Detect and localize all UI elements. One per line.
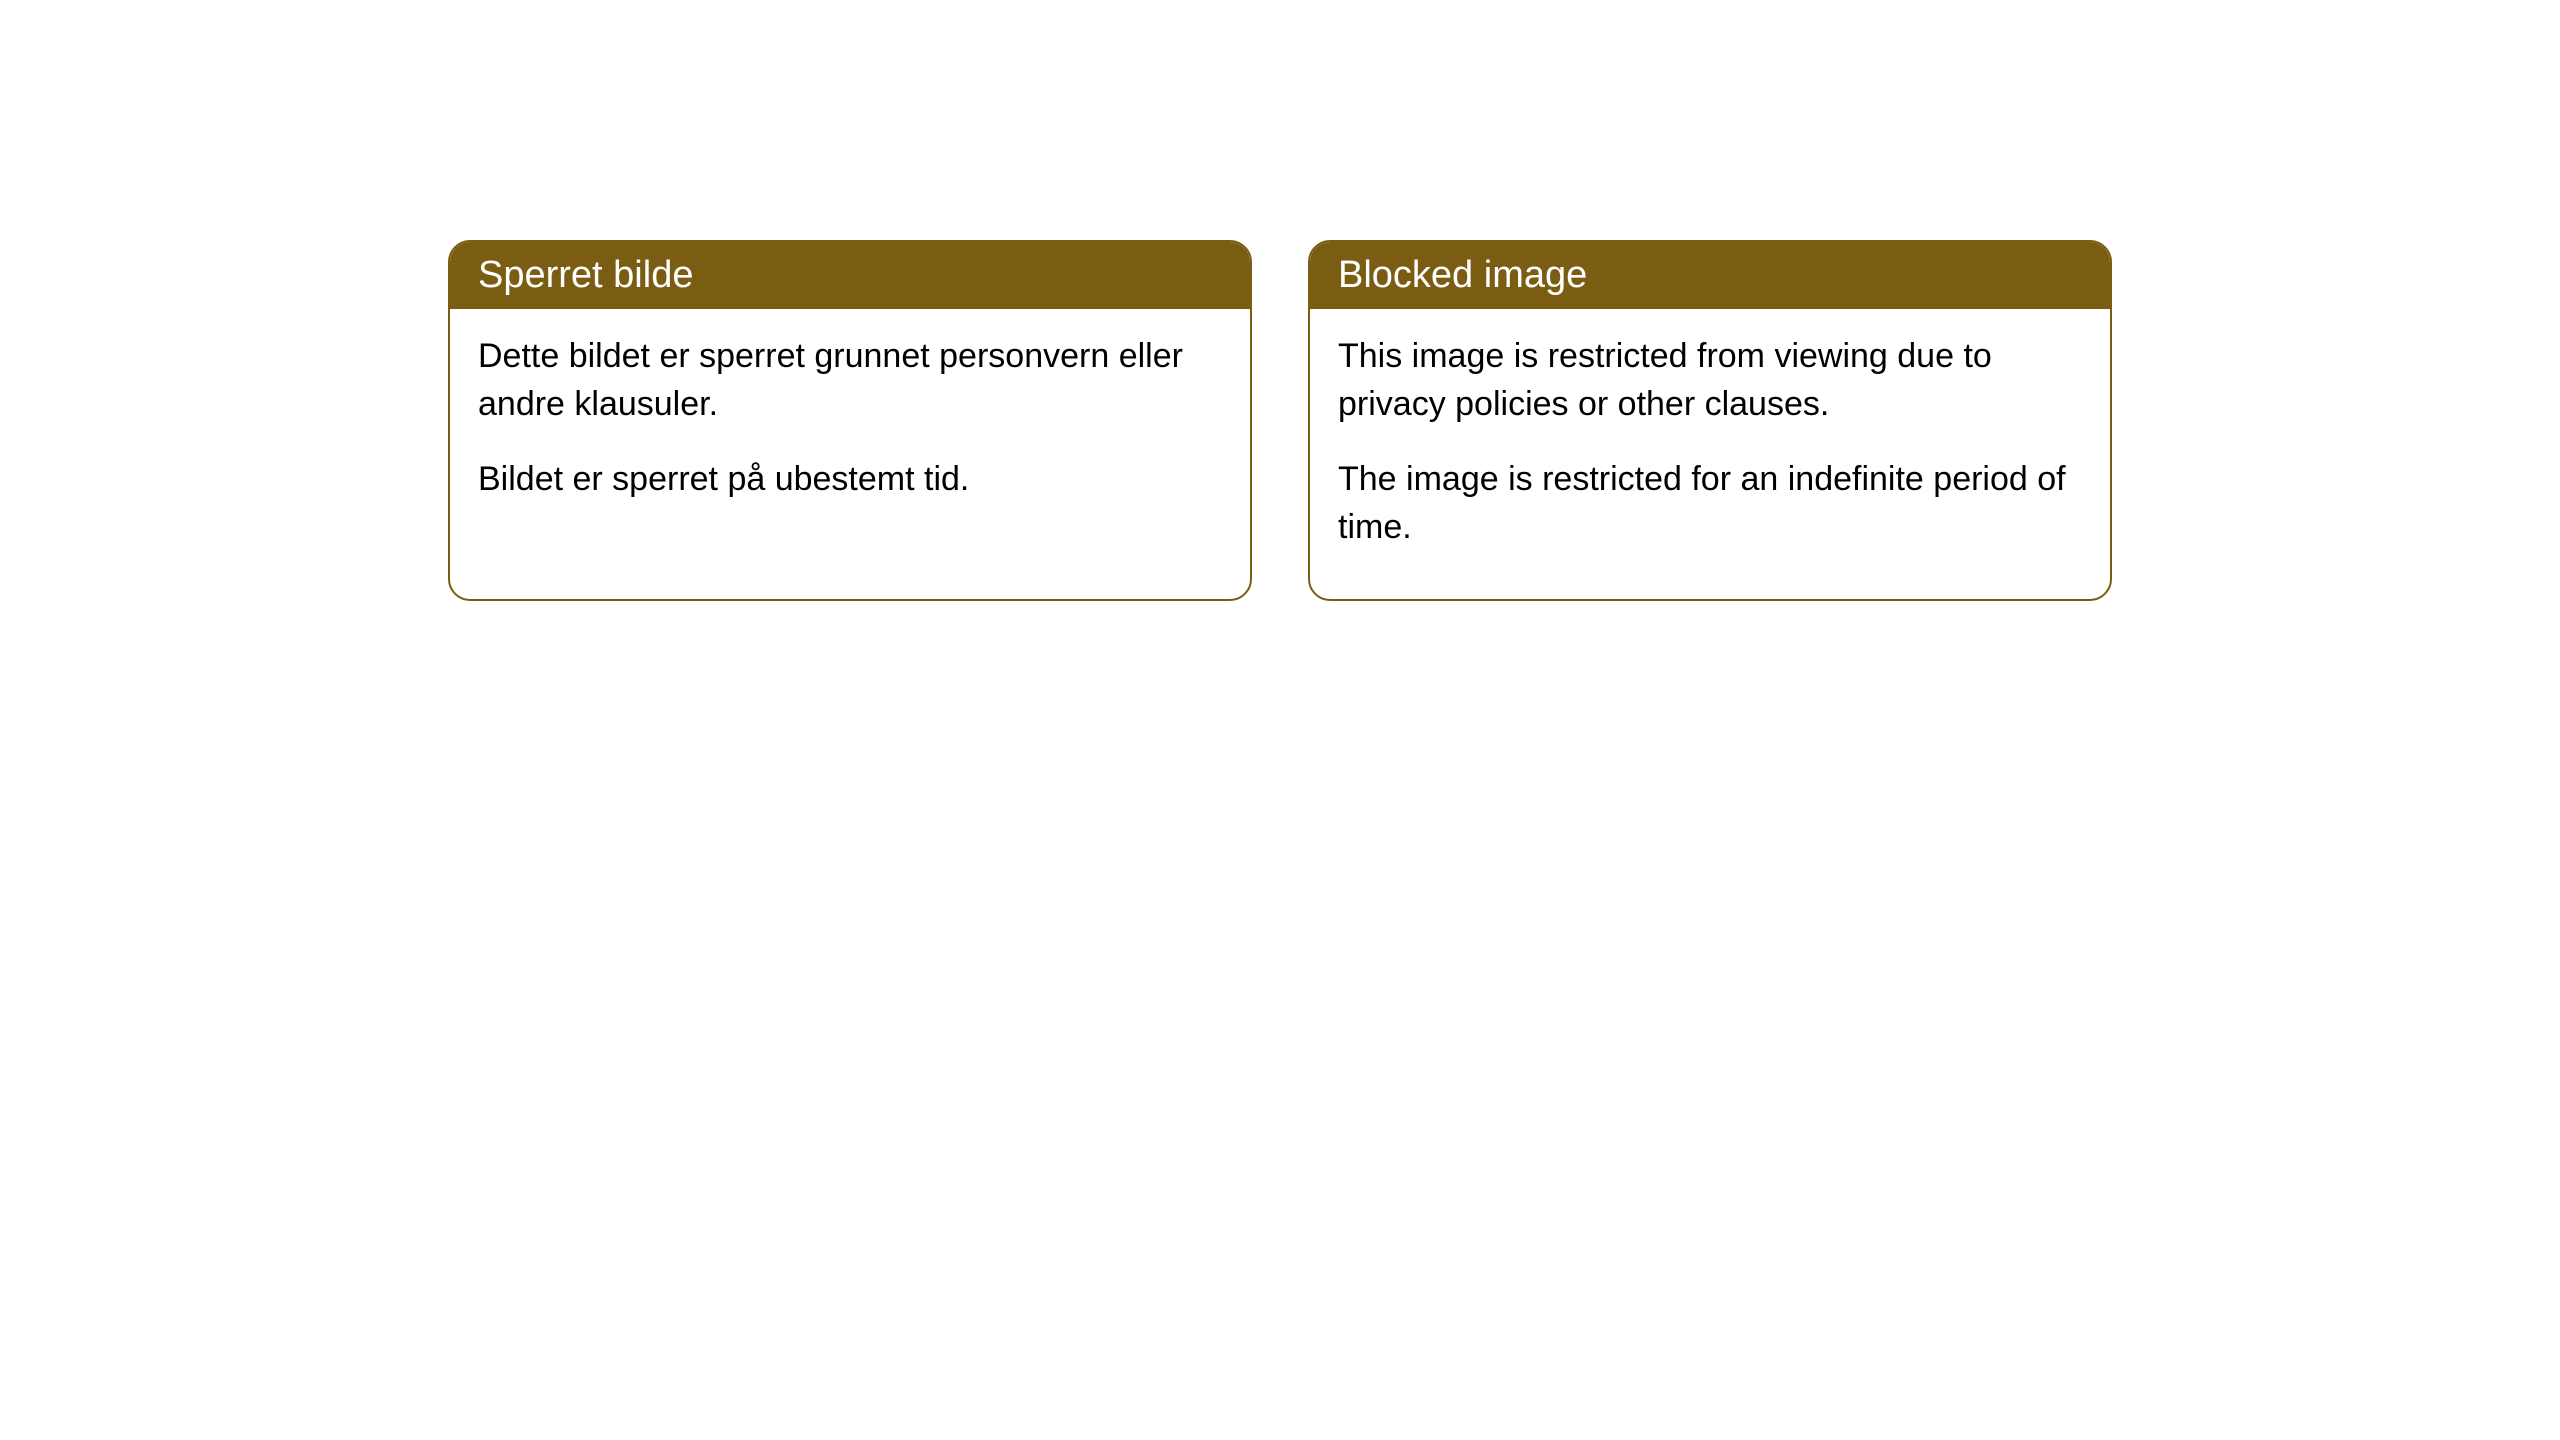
card-title: Sperret bilde	[478, 254, 693, 296]
card-paragraph: The image is restricted for an indefinit…	[1338, 456, 2082, 551]
card-paragraph: Bildet er sperret på ubestemt tid.	[478, 456, 1222, 504]
card-header-english: Blocked image	[1310, 242, 2110, 309]
notice-cards-container: Sperret bilde Dette bildet er sperret gr…	[448, 240, 2560, 601]
card-title: Blocked image	[1338, 254, 1587, 296]
card-header-norwegian: Sperret bilde	[450, 242, 1250, 309]
notice-card-norwegian: Sperret bilde Dette bildet er sperret gr…	[448, 240, 1252, 601]
card-body-english: This image is restricted from viewing du…	[1310, 309, 2110, 599]
card-body-norwegian: Dette bildet er sperret grunnet personve…	[450, 309, 1250, 552]
notice-card-english: Blocked image This image is restricted f…	[1308, 240, 2112, 601]
card-paragraph: This image is restricted from viewing du…	[1338, 333, 2082, 428]
card-paragraph: Dette bildet er sperret grunnet personve…	[478, 333, 1222, 428]
